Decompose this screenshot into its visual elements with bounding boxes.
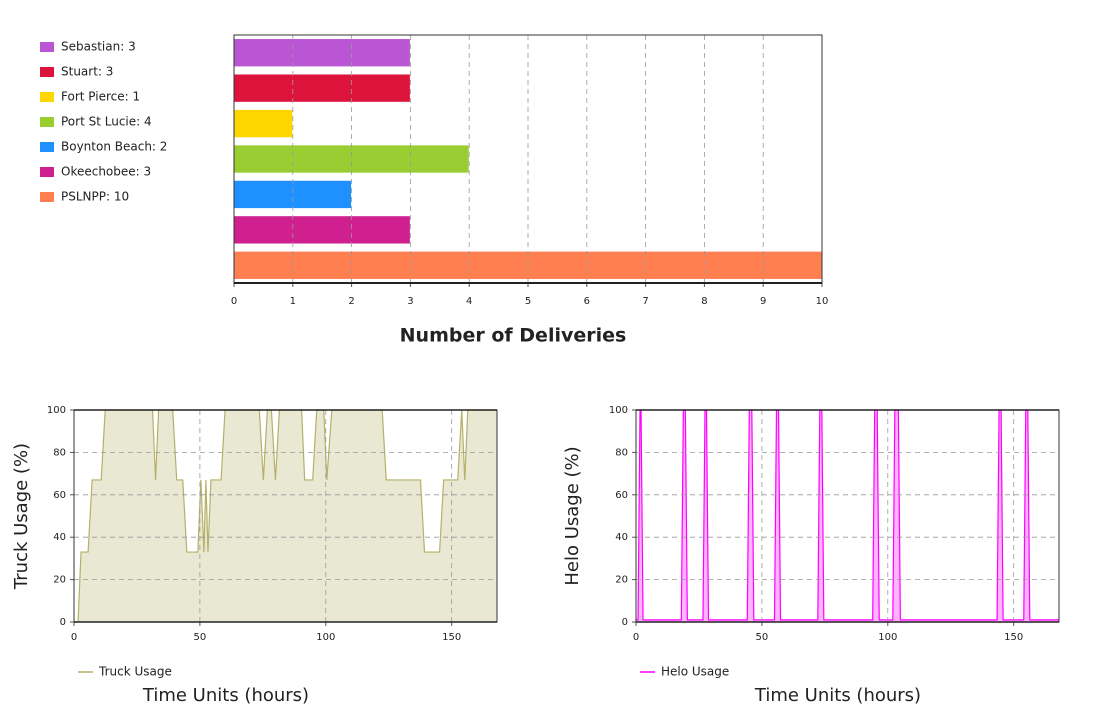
legend-label: Sebastian: 3 — [61, 40, 136, 54]
legend-label: Stuart: 3 — [61, 65, 113, 79]
x-tick-label: 50 — [756, 632, 769, 643]
bar — [233, 179, 353, 210]
y-axis-label: Truck Usage (%) — [11, 443, 32, 590]
plot-frame — [635, 409, 1060, 623]
legend-label: Helo Usage — [661, 665, 729, 679]
y-tick-label: 40 — [53, 532, 66, 543]
x-tick-label: 3 — [407, 296, 413, 307]
x-tick-label: 7 — [642, 296, 648, 307]
area-fill — [636, 410, 1059, 622]
x-tick-label: 100 — [316, 632, 335, 643]
legend-swatch — [40, 67, 54, 77]
y-tick-label: 60 — [53, 490, 66, 501]
x-axis-label: Time Units (hours) — [754, 685, 921, 706]
legend-swatch — [40, 142, 54, 152]
x-tick-label: 5 — [525, 296, 531, 307]
y-tick-label: 80 — [53, 447, 66, 458]
y-tick-label: 20 — [53, 575, 66, 586]
x-tick-label: 0 — [633, 632, 639, 643]
y-tick-label: 0 — [622, 617, 628, 628]
x-tick-label: 150 — [442, 632, 461, 643]
y-tick-label: 20 — [615, 575, 628, 586]
x-tick-label: 9 — [760, 296, 766, 307]
bar — [233, 215, 411, 245]
y-tick-label: 100 — [609, 405, 628, 416]
legend-label: Boynton Beach: 2 — [61, 140, 167, 154]
series-line — [74, 409, 497, 623]
legend-label: Okeechobee: 3 — [61, 165, 151, 179]
x-tick-label: 1 — [290, 296, 296, 307]
x-tick-label: 100 — [878, 632, 897, 643]
bar — [233, 73, 411, 103]
bar — [233, 144, 470, 174]
legend-label: Truck Usage — [98, 665, 172, 679]
x-axis-label: Number of Deliveries — [400, 325, 627, 347]
y-tick-label: 100 — [47, 405, 66, 416]
legend-swatch — [40, 167, 54, 177]
y-tick-label: 40 — [615, 532, 628, 543]
legend-swatch — [40, 192, 54, 202]
x-tick-label: 50 — [194, 632, 207, 643]
y-axis-label: Helo Usage (%) — [562, 446, 583, 585]
legend-swatch — [40, 42, 54, 52]
bar — [233, 108, 294, 139]
area-fill — [74, 410, 497, 622]
y-tick-label: 60 — [615, 490, 628, 501]
x-tick-label: 8 — [701, 296, 707, 307]
bar — [233, 38, 411, 68]
y-tick-label: 0 — [60, 617, 66, 628]
x-tick-label: 0 — [71, 632, 77, 643]
x-tick-label: 10 — [816, 296, 829, 307]
legend-label: Fort Pierce: 1 — [61, 90, 140, 104]
x-tick-label: 4 — [466, 296, 472, 307]
y-tick-label: 80 — [615, 447, 628, 458]
x-tick-label: 0 — [231, 296, 237, 307]
legend-swatch — [40, 92, 54, 102]
x-tick-label: 150 — [1004, 632, 1023, 643]
legend-label: Port St Lucie: 4 — [61, 115, 152, 129]
x-tick-label: 6 — [584, 296, 590, 307]
x-tick-label: 2 — [348, 296, 354, 307]
series-line — [636, 409, 1059, 621]
legend-label: PSLNPP: 10 — [61, 190, 129, 204]
legend-swatch — [40, 117, 54, 127]
x-axis-label: Time Units (hours) — [142, 685, 309, 706]
